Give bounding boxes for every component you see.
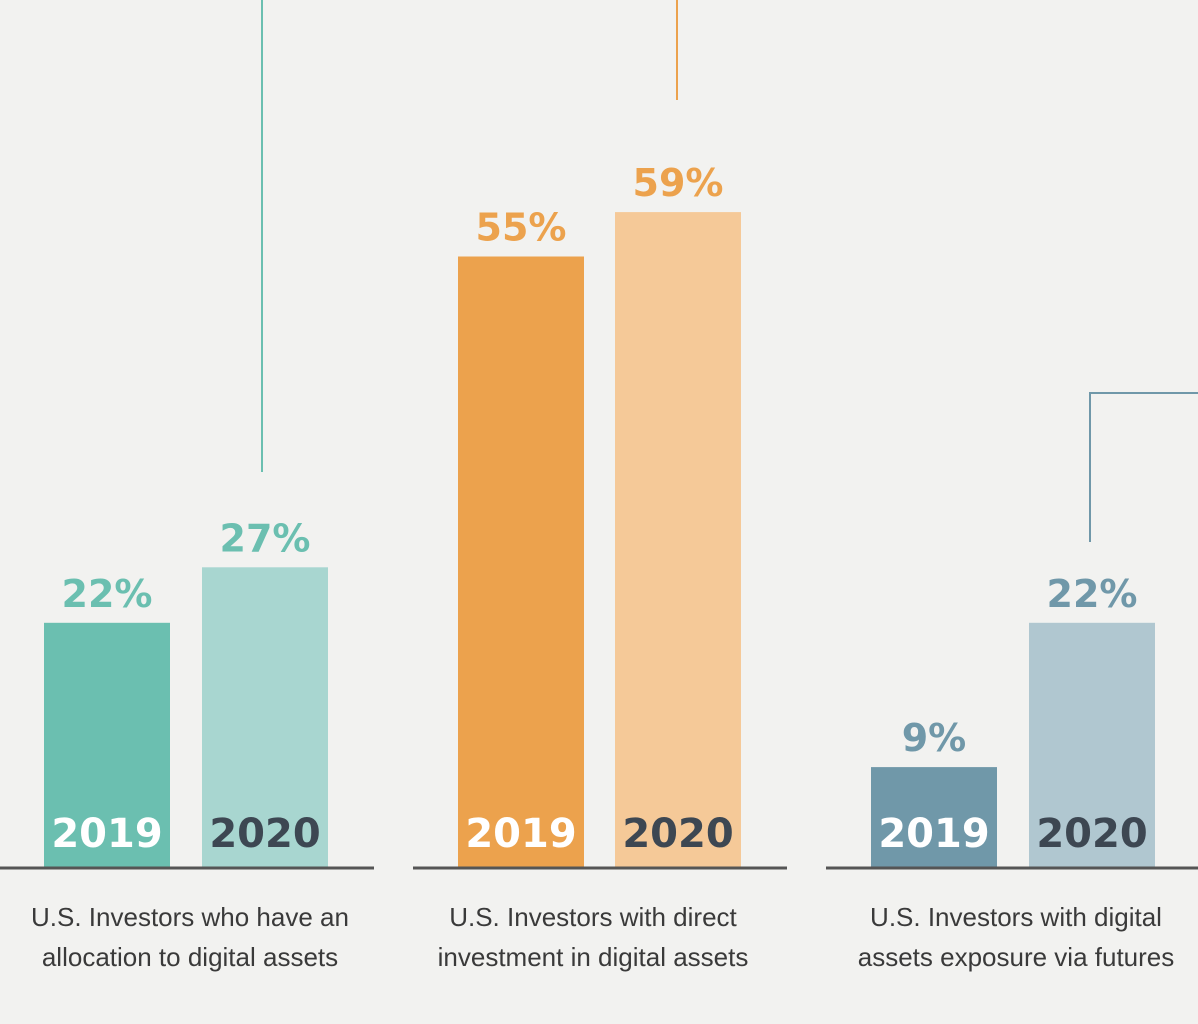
value-label-direct-2019: 55% xyxy=(476,206,567,250)
caption-futures-line-1: U.S. Investors with digital xyxy=(870,902,1162,932)
value-label-allocation-2020: 27% xyxy=(220,516,311,560)
value-label-futures-2020: 22% xyxy=(1047,572,1138,616)
year-label-direct-2019: 2019 xyxy=(465,811,576,857)
caption-allocation: U.S. Investors who have an allocation to… xyxy=(0,897,380,977)
value-label-futures-2019: 9% xyxy=(902,716,967,760)
bar-allocation-2019 xyxy=(44,622,170,867)
bar-direct-2019 xyxy=(458,256,584,867)
value-label-direct-2020: 59% xyxy=(633,161,724,205)
bar-futures-2020 xyxy=(1029,622,1155,867)
connector-line-futures xyxy=(1089,392,1198,542)
year-label-futures-2019: 2019 xyxy=(878,811,989,857)
bar-futures-2019 xyxy=(871,767,997,867)
year-label-allocation-2019: 2019 xyxy=(51,811,162,857)
caption-allocation-line-2: allocation to digital assets xyxy=(41,942,339,972)
bar-direct-2020 xyxy=(615,212,741,868)
year-label-direct-2020: 2020 xyxy=(622,811,733,857)
year-label-futures-2020: 2020 xyxy=(1036,811,1147,857)
caption-futures-line-2: assets exposure via futures xyxy=(857,942,1175,972)
caption-direct-line-2: investment in digital assets xyxy=(437,942,749,972)
caption-futures-exposure: U.S. Investors with digital assets expos… xyxy=(826,897,1198,977)
bar-allocation-2020 xyxy=(202,567,328,867)
caption-direct-line-1: U.S. Investors with direct xyxy=(449,902,737,932)
caption-allocation-line-1: U.S. Investors who have an xyxy=(31,902,349,932)
caption-direct-investment: U.S. Investors with direct investment in… xyxy=(403,897,783,977)
value-label-allocation-2019: 22% xyxy=(62,572,153,616)
year-label-allocation-2020: 2020 xyxy=(209,811,320,857)
